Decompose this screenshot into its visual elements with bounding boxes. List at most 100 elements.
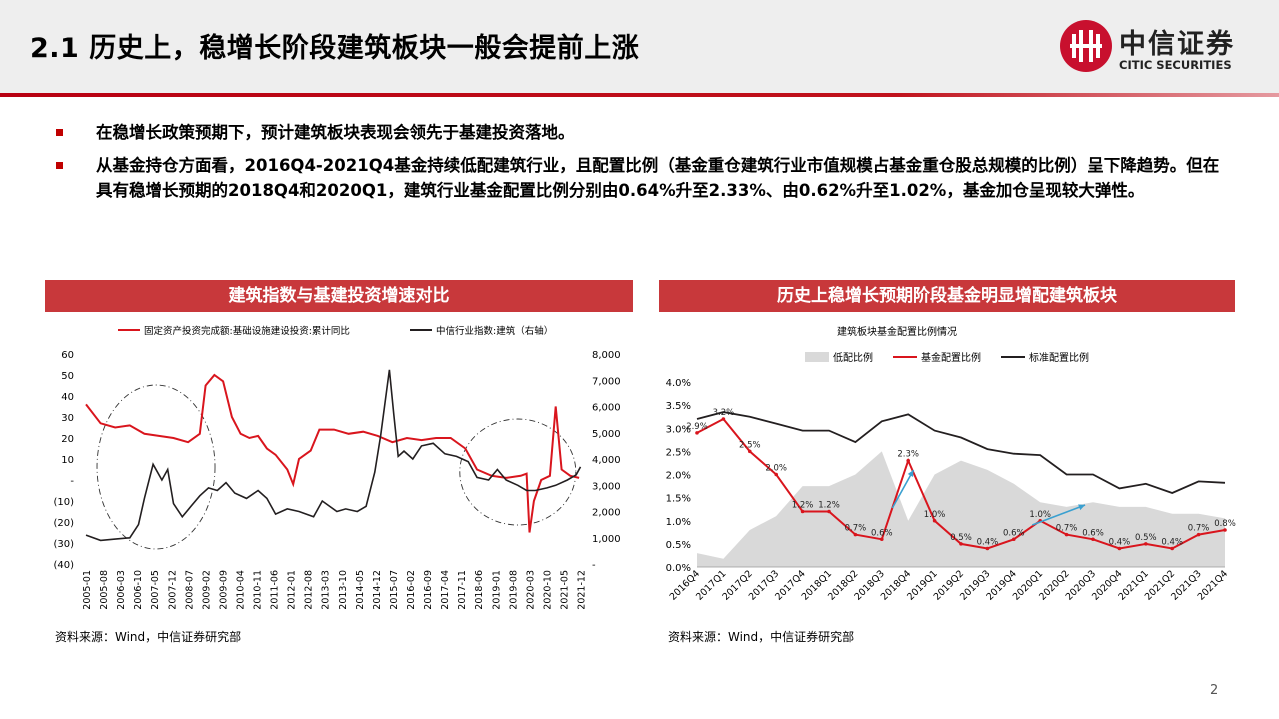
y-tick-label: 3.5%: [666, 401, 691, 412]
x-tick-label: 2009-02: [201, 570, 212, 610]
y-left-tick-label: (10): [53, 497, 74, 508]
y-right-tick-label: 6,000: [592, 403, 621, 414]
fund-point: [827, 509, 831, 514]
fund-point: [1223, 528, 1227, 532]
page-number: 2: [1210, 683, 1219, 698]
fund-data-label: 1.2%: [818, 501, 840, 511]
x-tick-label: 2017-04: [440, 570, 451, 610]
x-tick-label: 2015-07: [389, 570, 400, 610]
fund-data-label: 0.7%: [1188, 524, 1210, 534]
x-tick-label: 2012-08: [304, 570, 315, 610]
fund-data-label: 0.4%: [1109, 538, 1131, 548]
series-line-construction-index: [85, 369, 582, 542]
x-tick-label: 2021-05: [559, 570, 570, 610]
x-tick-label: 2010-11: [253, 570, 264, 610]
fund-data-label: 2.5%: [739, 440, 761, 450]
fund-point: [880, 537, 884, 542]
chart-title: 建筑板块基金配置比例情况: [837, 325, 957, 338]
x-tick-label: 2005-01: [82, 570, 93, 610]
x-tick-label: 2017-11: [457, 570, 468, 610]
right-source-note: 资料来源：Wind，中信证券研究部: [668, 630, 855, 644]
y-left-tick-label: 30: [61, 413, 74, 424]
citic-logo-icon: [1060, 20, 1112, 72]
y-left-tick-label: 10: [61, 455, 74, 466]
y-tick-label: 2.5%: [666, 447, 691, 458]
fund-point: [721, 417, 726, 421]
fund-point: [695, 431, 699, 435]
left-chart-header: 建筑指数与基建投资增速对比: [45, 280, 633, 312]
y-left-tick-label: (30): [53, 539, 74, 550]
x-tick-label: 2010-04: [235, 570, 246, 610]
x-tick-label: 2019-08: [508, 570, 519, 610]
y-tick-label: 4.0%: [666, 378, 691, 389]
fund-point: [1091, 537, 1095, 542]
x-tick-label: 2014-05: [355, 570, 366, 610]
fund-data-label: 3.2%: [713, 408, 735, 418]
legend-label-standard: 标准配置比例: [1029, 351, 1089, 364]
y-left-tick-label: 60: [61, 350, 74, 361]
bullet-list: 在稳增长政策预期下，预计建筑板块表现会领先于基建投资落地。 从基金持仓方面看，2…: [54, 120, 1234, 211]
legend-swatch-underweight: [805, 352, 829, 362]
x-tick-label: 2008-07: [184, 570, 195, 610]
y-tick-label: 3.0%: [666, 424, 691, 435]
fund-data-label: 0.7%: [845, 524, 867, 534]
citic-logo: 中信证券 CITIC SECURITIES: [1060, 18, 1260, 80]
x-tick-label: 2009-09: [218, 570, 229, 610]
legend-label-infra: 固定资产投资完成额:基础设施建设投资:累计同比: [144, 325, 350, 337]
fund-point: [1170, 546, 1174, 551]
annotation-arrow-2020-head: [1078, 504, 1086, 511]
fund-data-label: 0.6%: [1003, 528, 1025, 538]
fund-data-label: 0.4%: [977, 538, 999, 548]
x-tick-label: 2016-09: [423, 570, 434, 610]
y-tick-label: 1.0%: [666, 517, 691, 528]
y-right-tick-label: 7,000: [592, 376, 621, 387]
y-right-tick-label: 3,000: [592, 481, 621, 492]
fund-point: [932, 518, 937, 523]
left-chart: 固定资产投资完成额:基础设施建设投资:累计同比 中信行业指数:建筑（右轴） 60 50…: [53, 325, 621, 610]
y-right-tick-label: 8,000: [592, 350, 621, 361]
y-left-tick-label: 50: [61, 371, 74, 382]
x-tick-label: 2011-06: [270, 570, 281, 610]
bullet-square-icon: [56, 129, 63, 136]
fund-data-label: 1.0%: [924, 510, 946, 520]
x-tick-label: 2007-12: [167, 570, 178, 610]
x-tick-label: 2019-01: [491, 570, 502, 610]
fund-data-label: 2.9%: [686, 422, 708, 432]
y-right-tick-label: 5,000: [592, 429, 621, 440]
fund-point: [748, 449, 752, 454]
fund-point: [1012, 537, 1016, 542]
x-tick-label: 2018-06: [474, 570, 485, 610]
x-tick-label: 2016-02: [406, 570, 417, 610]
y-right-tick-label: -: [592, 560, 596, 571]
right-chart-header: 历史上稳增长预期阶段基金明显增配建筑板块: [659, 280, 1235, 312]
fund-point: [1117, 546, 1122, 551]
fund-data-label: 2.0%: [765, 464, 787, 474]
y-left-tick-label: (20): [53, 518, 74, 529]
fund-point: [853, 532, 858, 537]
bullet-item: 从基金持仓方面看，2016Q4-2021Q4基金持续低配建筑行业，且配置比例（基…: [54, 153, 1234, 203]
fund-point: [959, 542, 963, 546]
bullet-square-icon: [56, 162, 63, 169]
annotation-ellipse-2019: [459, 418, 577, 526]
fund-point: [800, 509, 805, 514]
y-right-tick-label: 1,000: [592, 534, 621, 545]
fund-data-label: 0.5%: [1135, 533, 1157, 543]
y-tick-label: 0.0%: [666, 563, 691, 574]
series-line-standard: [696, 411, 1226, 494]
x-tick-label: 2005-08: [99, 570, 110, 610]
left-source-note: 资料来源：Wind，中信证券研究部: [55, 630, 242, 644]
x-tick-label: 2020-10: [542, 570, 553, 610]
y-left-tick-label: 40: [61, 392, 74, 403]
bullet-text: 在稳增长政策预期下，预计建筑板块表现会领先于基建投资落地。: [96, 123, 575, 142]
fund-data-label: 0.8%: [1214, 519, 1236, 529]
x-tick-label: 2013-03: [321, 570, 332, 610]
fund-point: [1064, 532, 1069, 537]
y-tick-label: 1.5%: [666, 494, 691, 505]
x-tick-label: 2020-03: [525, 570, 536, 610]
fund-data-label: 0.6%: [1082, 528, 1104, 538]
legend-label-index: 中信行业指数:建筑（右轴）: [436, 325, 553, 337]
x-tick-label: 2013-10: [338, 570, 349, 610]
fund-data-label: 0.6%: [871, 528, 893, 538]
logo-text-cn: 中信证券: [1119, 29, 1235, 60]
